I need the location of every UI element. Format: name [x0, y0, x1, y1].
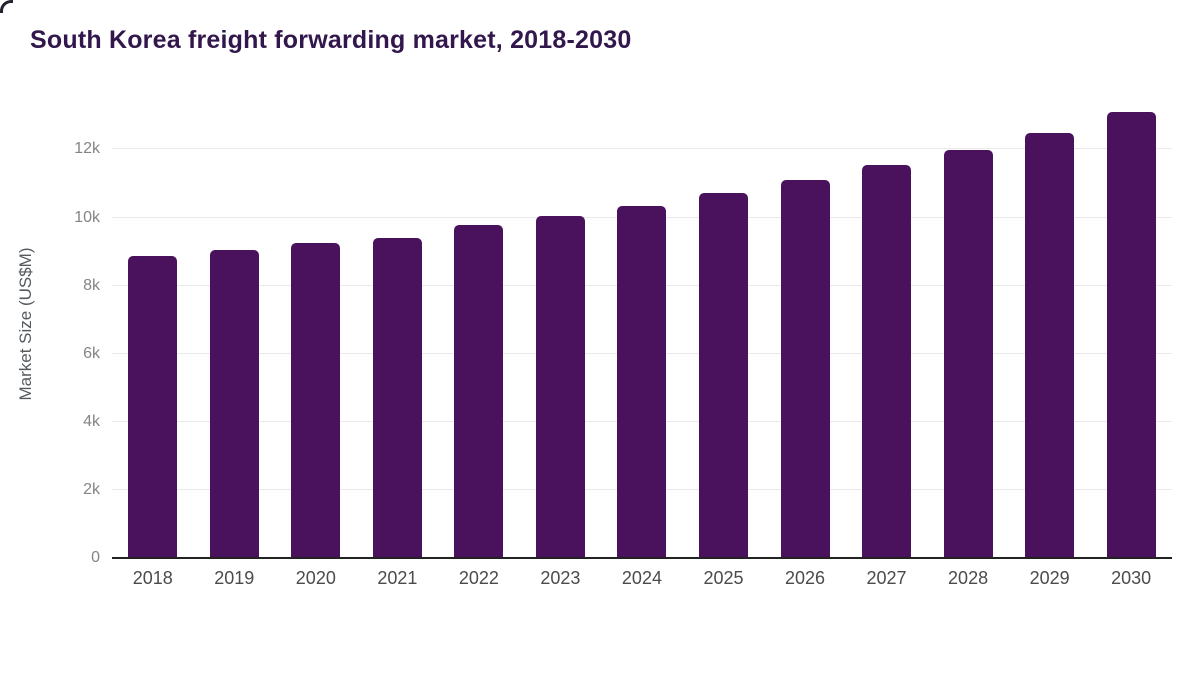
y-tick-label-10k: 10k — [74, 208, 100, 226]
x-tick-label-2019: 2019 — [214, 568, 255, 588]
bar-2021 — [372, 238, 422, 558]
bar-column-2022 — [438, 95, 520, 558]
x-tick-label-2028: 2028 — [948, 568, 989, 588]
bar-column-2030 — [1090, 95, 1172, 558]
y-tick-label-6k: 6k — [83, 344, 100, 362]
bar-column-2021 — [357, 95, 439, 558]
bar-2027 — [862, 165, 912, 558]
bar-column-2023 — [520, 95, 602, 558]
x-tick-label-2023: 2023 — [540, 568, 581, 588]
x-tick-label-2025: 2025 — [703, 568, 744, 588]
chart-title: South Korea freight forwarding market, 2… — [30, 26, 632, 54]
x-tick-label-2021: 2021 — [377, 568, 418, 588]
x-tick-label-2020: 2020 — [295, 568, 336, 588]
x-tick-label-2027: 2027 — [866, 568, 907, 588]
x-tick-label-2029: 2029 — [1029, 568, 1070, 588]
x-tick-label-2022: 2022 — [458, 568, 499, 588]
bar-2028 — [943, 150, 993, 558]
x-tick-label-2018: 2018 — [132, 568, 173, 588]
y-tick-label-8k: 8k — [83, 276, 100, 294]
x-tick-label-2026: 2026 — [784, 568, 826, 588]
bar-2022 — [454, 225, 504, 558]
x-tick-label-2030: 2030 — [1111, 568, 1152, 588]
bar-series — [112, 95, 1172, 558]
bar-column-2027 — [846, 95, 928, 558]
bar-column-2018 — [112, 95, 194, 558]
bar-2020 — [291, 243, 341, 558]
bar-column-2029 — [1009, 95, 1091, 558]
bar-2024 — [617, 206, 667, 558]
bar-2026 — [780, 180, 830, 558]
bar-column-2025 — [683, 95, 765, 558]
y-tick-label-12k: 12k — [74, 140, 100, 158]
x-tick-label-2024: 2024 — [621, 568, 662, 588]
bar-2025 — [698, 193, 748, 558]
bar-column-2026 — [764, 95, 846, 558]
bar-column-2020 — [275, 95, 357, 558]
x-axis-tick-labels: 2018 2019 2020 2021 2022 2023 2024 2025 2026 2027… — [112, 568, 1172, 589]
bar-2030 — [1106, 112, 1156, 558]
window-corner-decoration — [0, 0, 13, 13]
bar-2019 — [209, 250, 259, 558]
bar-column-2019 — [194, 95, 276, 558]
x-axis-line — [112, 557, 1172, 559]
bar-2023 — [535, 216, 585, 558]
y-tick-label-0: 0 — [91, 549, 100, 566]
bar-2018 — [128, 256, 178, 558]
bar-column-2024 — [601, 95, 683, 558]
y-tick-label-4k: 4k — [83, 412, 100, 430]
plot-area — [112, 95, 1172, 559]
bar-column-2028 — [927, 95, 1009, 558]
y-tick-label-2k: 2k — [83, 480, 100, 498]
y-axis-tick-labels: 0 2k 4k 6k 8k 10k 12k — [30, 95, 100, 566]
bar-2029 — [1025, 133, 1075, 558]
gridline-12000 — [112, 148, 1172, 150]
footer: https://www.grandviewresearch.com/horizo… — [0, 612, 1200, 675]
